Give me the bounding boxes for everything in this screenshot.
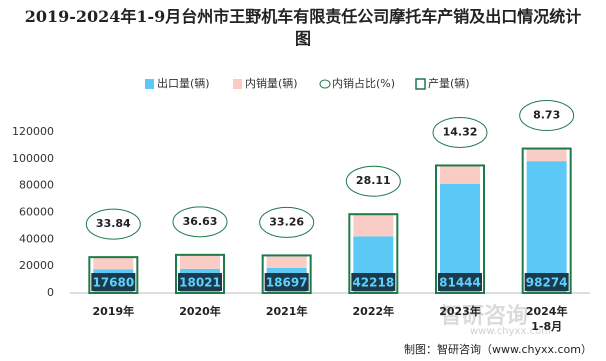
y-tick-label: 0 (47, 286, 54, 299)
domestic-bar (266, 255, 307, 268)
value-label-box (524, 273, 569, 291)
share-marker (85, 208, 141, 240)
value-label-box (351, 273, 396, 291)
y-tick-label: 20000 (19, 259, 54, 272)
x-tick-label: 2019年 (92, 305, 135, 318)
y-tick-label: 80000 (19, 179, 54, 192)
legend-label: 内销量(辆) (245, 76, 298, 90)
production-outline (348, 213, 399, 295)
x-tick-label: 2022年 (352, 305, 395, 318)
legend-swatch (319, 79, 331, 89)
share-label: 33.84 (96, 217, 131, 230)
watermark: 智研咨询 (440, 304, 529, 329)
share-marker (345, 165, 401, 197)
legend-label: 出口量(辆) (157, 76, 210, 90)
legend-label: 内销占比(%) (332, 76, 395, 90)
x-tick-label: 2021年 (265, 305, 308, 318)
x-tick-label: 2024年 1-8月 (525, 305, 568, 333)
export-value-label: 81444 (439, 276, 481, 290)
chart-title: 2019-2024年1-9月台州市王野机车有限责任公司摩托车产销及出口情况统计图 (24, 7, 582, 48)
y-tick-label: 40000 (19, 232, 54, 245)
share-label: 33.26 (269, 215, 304, 228)
domestic-bar (440, 165, 480, 184)
production-outline (261, 254, 312, 294)
export-value-label: 18697 (266, 276, 308, 290)
domestic-bar (180, 254, 220, 269)
domestic-bar (93, 257, 134, 270)
domestic-bar (353, 214, 394, 237)
x-tick-label: 2020年 (179, 305, 221, 318)
source: 制图：智研咨询（www.chyxx.com） (403, 343, 592, 356)
share-label: 36.63 (183, 215, 218, 228)
domestic-bar (526, 148, 567, 162)
production-outline (175, 253, 225, 295)
share-marker (172, 206, 228, 238)
export-value-label: 17680 (92, 276, 134, 290)
value-label-box (91, 273, 136, 291)
watermark-url: www.chyxx.com (470, 326, 551, 337)
legend-label: 产量(辆) (428, 76, 470, 90)
share-label: 28.11 (356, 174, 391, 187)
value-label-box (264, 273, 309, 291)
legend-swatch (145, 79, 154, 89)
production-outline (521, 147, 572, 294)
x-tick-label: 2023年 (439, 305, 481, 318)
legend-swatch (415, 78, 426, 90)
export-value-label: 98274 (526, 276, 568, 290)
y-tick-label: 120000 (12, 125, 54, 138)
y-tick-label: 60000 (19, 206, 54, 219)
value-label-box (438, 273, 482, 291)
export-value-label: 42218 (352, 276, 394, 290)
export-value-label: 18021 (179, 276, 221, 290)
value-label-box (178, 273, 222, 291)
production-outline (88, 256, 139, 294)
export-bar (526, 161, 567, 293)
share-marker (432, 116, 488, 148)
share-marker (259, 206, 315, 238)
share-label: 14.32 (443, 125, 478, 138)
y-tick-label: 100000 (12, 152, 54, 165)
share-label: 8.73 (533, 109, 560, 122)
share-marker (519, 100, 575, 132)
production-outline (435, 164, 485, 295)
legend-swatch (233, 79, 242, 89)
